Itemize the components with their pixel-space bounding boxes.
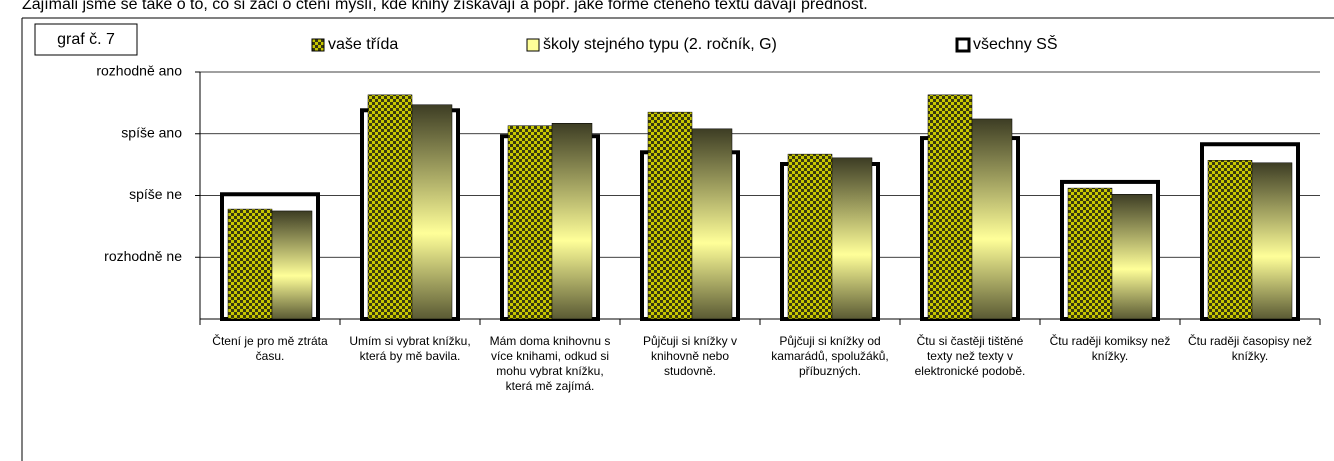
legend-label: školy stejného typu (2. ročník, G)	[543, 36, 777, 53]
x-tick-label: Půjčuji si knížky v knihovně nebo studov…	[642, 334, 738, 378]
x-tick-label: Čtu si častěji tištěné texty než texty v…	[914, 334, 1026, 378]
bar	[1067, 187, 1113, 320]
legend-label: všechny SŠ	[973, 34, 1057, 53]
bar	[647, 111, 693, 320]
y-tick-label: spíše ne	[129, 186, 182, 202]
title-box	[34, 23, 138, 56]
bar	[1111, 194, 1153, 320]
x-tick-label: Čtení je pro mě ztráta času.	[212, 334, 328, 363]
y-tick-label: spíše ano	[121, 124, 182, 140]
bar	[551, 123, 593, 320]
legend-swatch	[311, 38, 325, 52]
x-tick-label: Mám doma knihovnu s více knihami, odkud …	[489, 334, 611, 393]
legend-label: vaše třída	[328, 36, 398, 53]
bar	[1251, 162, 1293, 320]
bar	[271, 210, 313, 320]
bar	[787, 153, 833, 320]
y-tick-label: rozhodně ne	[104, 248, 182, 264]
x-tick-label: Čtu raději časopisy než knížky.	[1187, 334, 1313, 363]
bar	[691, 128, 733, 320]
x-tick-label: Půjčuji si knížky od kamarádů, spolužáků…	[771, 334, 889, 378]
legend-swatch	[526, 38, 540, 52]
bar	[927, 94, 973, 320]
bar	[367, 94, 413, 320]
bar	[971, 118, 1013, 320]
legend-swatch	[955, 37, 971, 53]
bar	[507, 125, 553, 320]
header-text: Zajímali jsme se také o to, co si žáci o…	[22, 0, 868, 13]
x-tick-label: Čtu raději komiksy než knížky.	[1049, 334, 1171, 363]
x-tick-label: Umím si vybrat knížku, která by mě bavil…	[349, 334, 471, 363]
y-tick-label: rozhodně ano	[96, 63, 182, 79]
bar	[411, 104, 453, 320]
bar	[1207, 160, 1253, 320]
chart-title: graf č. 7	[57, 31, 115, 48]
bar	[831, 157, 873, 320]
bar	[227, 208, 273, 320]
